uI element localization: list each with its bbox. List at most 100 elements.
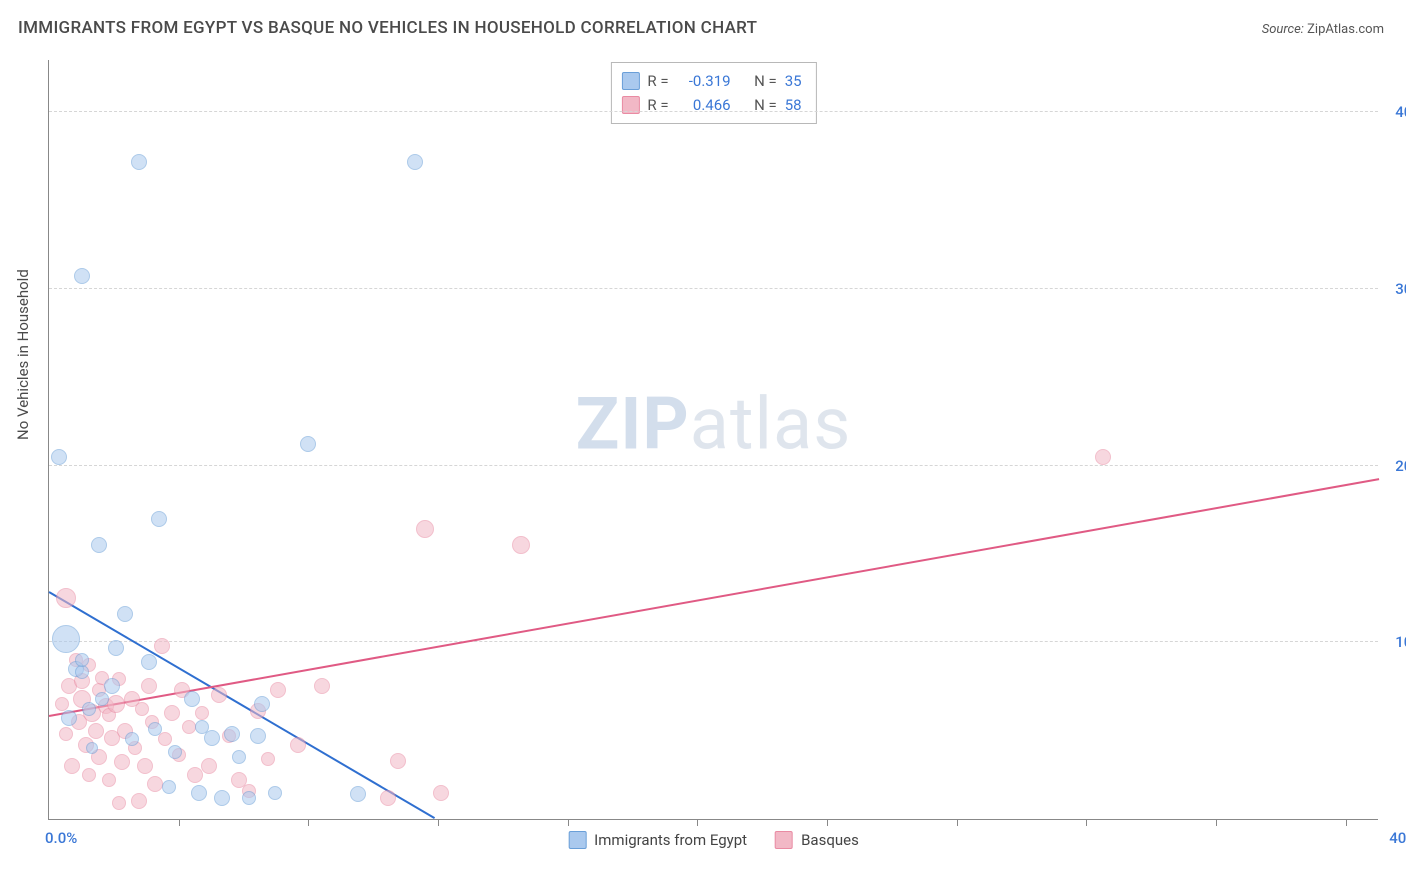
scatter-point-series-1 bbox=[131, 793, 147, 809]
scatter-point-series-1 bbox=[102, 773, 116, 787]
scatter-point-series-1 bbox=[512, 536, 530, 554]
scatter-point-series-0 bbox=[148, 722, 162, 736]
scatter-point-series-0 bbox=[52, 625, 80, 653]
scatter-point-series-1 bbox=[112, 796, 126, 810]
scatter-point-series-1 bbox=[1095, 449, 1111, 465]
scatter-point-series-1 bbox=[56, 588, 76, 608]
scatter-point-series-1 bbox=[141, 678, 157, 694]
scatter-point-series-1 bbox=[82, 768, 96, 782]
stats-row-series-0: R = -0.319 N = 35 bbox=[621, 69, 801, 93]
scatter-point-series-1 bbox=[137, 758, 153, 774]
scatter-point-series-1 bbox=[270, 682, 286, 698]
chart-title: IMMIGRANTS FROM EGYPT VS BASQUE NO VEHIC… bbox=[18, 18, 757, 38]
x-tick bbox=[1346, 819, 1347, 826]
scatter-point-series-1 bbox=[107, 695, 125, 713]
scatter-point-series-1 bbox=[290, 737, 306, 753]
scatter-point-series-0 bbox=[162, 780, 176, 794]
scatter-point-series-0 bbox=[168, 745, 182, 759]
scatter-point-series-1 bbox=[201, 758, 217, 774]
scatter-point-series-1 bbox=[135, 702, 149, 716]
gridline-h bbox=[49, 641, 1378, 642]
x-tick bbox=[179, 819, 180, 826]
scatter-point-series-0 bbox=[131, 154, 147, 170]
scatter-point-series-0 bbox=[300, 436, 316, 452]
scatter-point-series-1 bbox=[195, 706, 209, 720]
x-tick bbox=[827, 819, 828, 826]
legend-item-0: Immigrants from Egypt bbox=[568, 831, 747, 849]
scatter-point-series-0 bbox=[232, 750, 246, 764]
scatter-point-series-1 bbox=[64, 758, 80, 774]
scatter-point-series-1 bbox=[158, 732, 172, 746]
scatter-point-series-1 bbox=[211, 687, 227, 703]
watermark-rest: atlas bbox=[690, 382, 852, 467]
scatter-point-series-1 bbox=[164, 705, 180, 721]
scatter-point-series-1 bbox=[390, 753, 406, 769]
n-value-0: 35 bbox=[785, 72, 802, 90]
gridline-h bbox=[49, 111, 1378, 112]
n-label-0: N = bbox=[754, 72, 777, 90]
scatter-point-series-0 bbox=[108, 640, 124, 656]
gridline-h bbox=[49, 288, 1378, 289]
x-tick bbox=[697, 819, 698, 826]
scatter-point-series-1 bbox=[55, 697, 69, 711]
regression-line-series-1 bbox=[49, 478, 1379, 717]
scatter-point-series-1 bbox=[88, 723, 104, 739]
scatter-point-series-0 bbox=[214, 790, 230, 806]
source-value: ZipAtlas.com bbox=[1307, 22, 1384, 37]
scatter-point-series-0 bbox=[117, 606, 133, 622]
legend-label-1: Basques bbox=[801, 831, 859, 849]
scatter-point-series-0 bbox=[82, 702, 96, 716]
scatter-point-series-0 bbox=[125, 732, 139, 746]
source-attribution: Source: ZipAtlas.com bbox=[1262, 22, 1384, 37]
x-tick bbox=[1216, 819, 1217, 826]
y-tick-label: 10.0% bbox=[1395, 633, 1406, 651]
scatter-point-series-1 bbox=[147, 776, 163, 792]
scatter-point-series-0 bbox=[242, 791, 256, 805]
scatter-point-series-0 bbox=[75, 653, 89, 667]
scatter-point-series-0 bbox=[151, 511, 167, 527]
scatter-point-series-0 bbox=[204, 730, 220, 746]
scatter-point-series-1 bbox=[433, 785, 449, 801]
scatter-point-series-0 bbox=[191, 785, 207, 801]
scatter-point-series-1 bbox=[182, 720, 196, 734]
gridline-h bbox=[49, 465, 1378, 466]
stats-row-series-1: R = 0.466 N = 58 bbox=[621, 93, 801, 117]
scatter-point-series-0 bbox=[86, 742, 98, 754]
scatter-point-series-0 bbox=[141, 654, 157, 670]
scatter-point-series-1 bbox=[154, 638, 170, 654]
scatter-point-series-0 bbox=[407, 154, 423, 170]
legend-label-0: Immigrants from Egypt bbox=[594, 831, 747, 849]
scatter-point-series-0 bbox=[224, 726, 240, 742]
legend-chip-1 bbox=[775, 831, 793, 849]
legend-item-1: Basques bbox=[775, 831, 859, 849]
scatter-point-series-1 bbox=[59, 727, 73, 741]
scatter-point-series-0 bbox=[51, 449, 67, 465]
scatter-point-series-0 bbox=[61, 710, 77, 726]
x-tick bbox=[438, 819, 439, 826]
scatter-point-series-0 bbox=[250, 728, 266, 744]
watermark: ZIPatlas bbox=[576, 382, 852, 467]
r-label-0: R = bbox=[647, 72, 668, 90]
x-tick bbox=[1086, 819, 1087, 826]
correlation-stats-legend: R = -0.319 N = 35 R = 0.466 N = 58 bbox=[610, 62, 816, 124]
x-axis-end-label: 40.0% bbox=[1389, 829, 1406, 847]
scatter-point-series-0 bbox=[184, 691, 200, 707]
scatter-point-series-0 bbox=[104, 678, 120, 694]
source-label: Source: bbox=[1262, 22, 1304, 37]
scatter-point-series-0 bbox=[74, 268, 90, 284]
y-tick-label: 20.0% bbox=[1395, 457, 1406, 475]
y-axis-label: No Vehicles in Household bbox=[14, 269, 32, 440]
scatter-point-series-0 bbox=[254, 696, 270, 712]
scatter-point-series-0 bbox=[95, 692, 109, 706]
r-value-0: -0.319 bbox=[677, 72, 731, 90]
x-tick bbox=[308, 819, 309, 826]
scatter-point-series-0 bbox=[268, 786, 282, 800]
scatter-point-series-0 bbox=[350, 786, 366, 802]
scatter-point-series-1 bbox=[114, 754, 130, 770]
scatter-point-series-0 bbox=[91, 537, 107, 553]
x-tick bbox=[957, 819, 958, 826]
x-tick bbox=[568, 819, 569, 826]
y-tick-label: 30.0% bbox=[1395, 280, 1406, 298]
scatter-point-series-1 bbox=[416, 520, 434, 538]
y-tick-label: 40.0% bbox=[1395, 103, 1406, 121]
